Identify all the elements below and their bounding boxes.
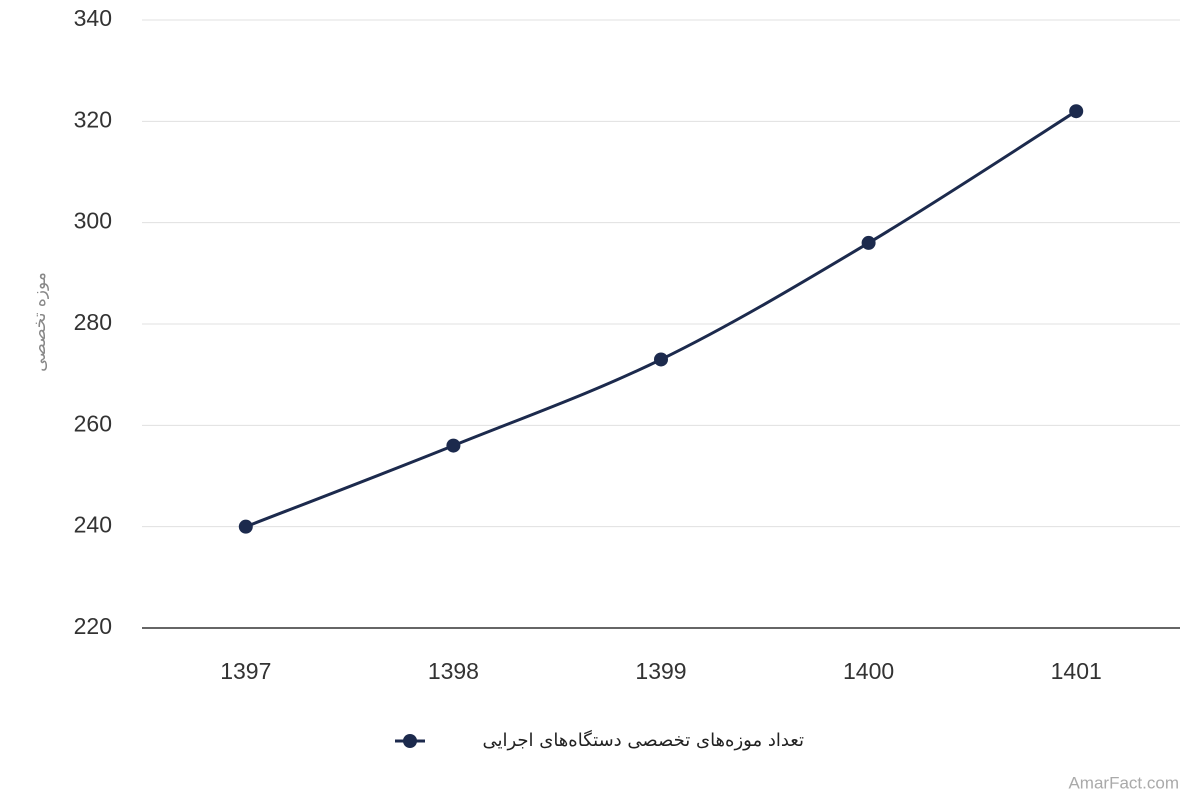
data-point [238,519,253,534]
data-point [1069,104,1084,119]
x-tick-label: 1401 [1051,658,1102,684]
y-tick-label: 280 [74,309,112,335]
x-tick-label: 1398 [428,658,479,684]
data-point [861,235,876,250]
y-tick-label: 240 [74,512,112,538]
x-tick-label: 1397 [220,658,271,684]
y-tick-label: 260 [74,410,112,436]
y-axis-label: موزه تخصصی [30,272,50,372]
credit: AmarFact.com [1068,773,1179,792]
data-point [446,438,461,453]
series-line [245,109,1078,529]
x-tick-label: 1399 [635,658,686,684]
x-tick-label: 1400 [843,658,894,684]
y-tick-label: 220 [74,613,112,639]
legend-label: تعداد موزه‌های تخصصی دستگاه‌های اجرایی [482,729,804,751]
legend-marker [403,734,417,748]
y-tick-label: 300 [74,208,112,234]
data-point [654,352,668,367]
y-tick-label: 320 [74,106,112,132]
y-tick-label: 340 [74,5,112,31]
